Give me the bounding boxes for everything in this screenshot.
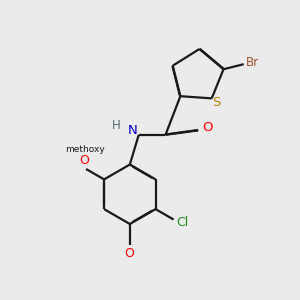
Text: O: O bbox=[80, 154, 89, 167]
Text: N: N bbox=[127, 124, 137, 137]
Text: O: O bbox=[124, 247, 134, 260]
Text: methoxy: methoxy bbox=[65, 145, 104, 154]
Text: S: S bbox=[212, 96, 220, 109]
Text: O: O bbox=[202, 121, 212, 134]
Text: Cl: Cl bbox=[176, 216, 188, 229]
Text: H: H bbox=[112, 119, 121, 132]
Text: Br: Br bbox=[246, 56, 259, 69]
